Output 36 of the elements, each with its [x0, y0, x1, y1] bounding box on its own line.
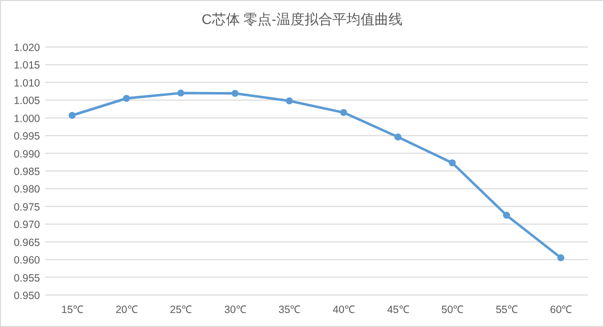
x-tick-label: 35℃ [278, 304, 302, 316]
x-tick-label: 45℃ [387, 304, 410, 316]
x-tick-label: 25℃ [170, 304, 193, 316]
x-tick-label: 60℃ [550, 304, 573, 316]
point [286, 97, 293, 104]
y-tick-label: 1.015 [14, 60, 40, 72]
x-tick-label: 15℃ [61, 304, 84, 316]
y-tick-label: 0.960 [14, 254, 40, 267]
x-tick-label: 20℃ [116, 304, 138, 316]
point [394, 133, 402, 140]
y-tick-label: 0.965 [14, 236, 40, 249]
point [232, 90, 239, 97]
x-tick-label: 40℃ [332, 304, 356, 316]
y-tick-label: 0.970 [14, 219, 40, 232]
y-tick-label: 1.020 [14, 42, 40, 54]
point [503, 212, 510, 219]
y-tick-label: 0.990 [14, 148, 40, 160]
point [68, 112, 76, 119]
y-tick-label: 1.005 [14, 95, 40, 108]
x-tick-label: 30℃ [224, 304, 247, 316]
point [557, 254, 564, 262]
point [122, 94, 130, 102]
y-tick-label: 0.995 [14, 130, 40, 143]
x-tick-label: 55℃ [496, 304, 518, 316]
y-tick-label: 0.980 [14, 184, 40, 196]
chart-title: C芯体 零点-温度拟合平均值曲线 [202, 11, 402, 27]
y-tick-label: 0.985 [14, 166, 40, 178]
y-tick-label: 1.000 [14, 112, 40, 125]
point [448, 159, 456, 166]
y-tick-label: 0.955 [14, 272, 40, 284]
y-tick-label: 0.950 [14, 290, 40, 302]
y-tick-label: 1.010 [14, 77, 40, 90]
y-tick-label: 0.975 [14, 201, 40, 214]
point [340, 109, 348, 116]
x-tick-label: 50℃ [441, 304, 464, 316]
point [177, 90, 184, 97]
